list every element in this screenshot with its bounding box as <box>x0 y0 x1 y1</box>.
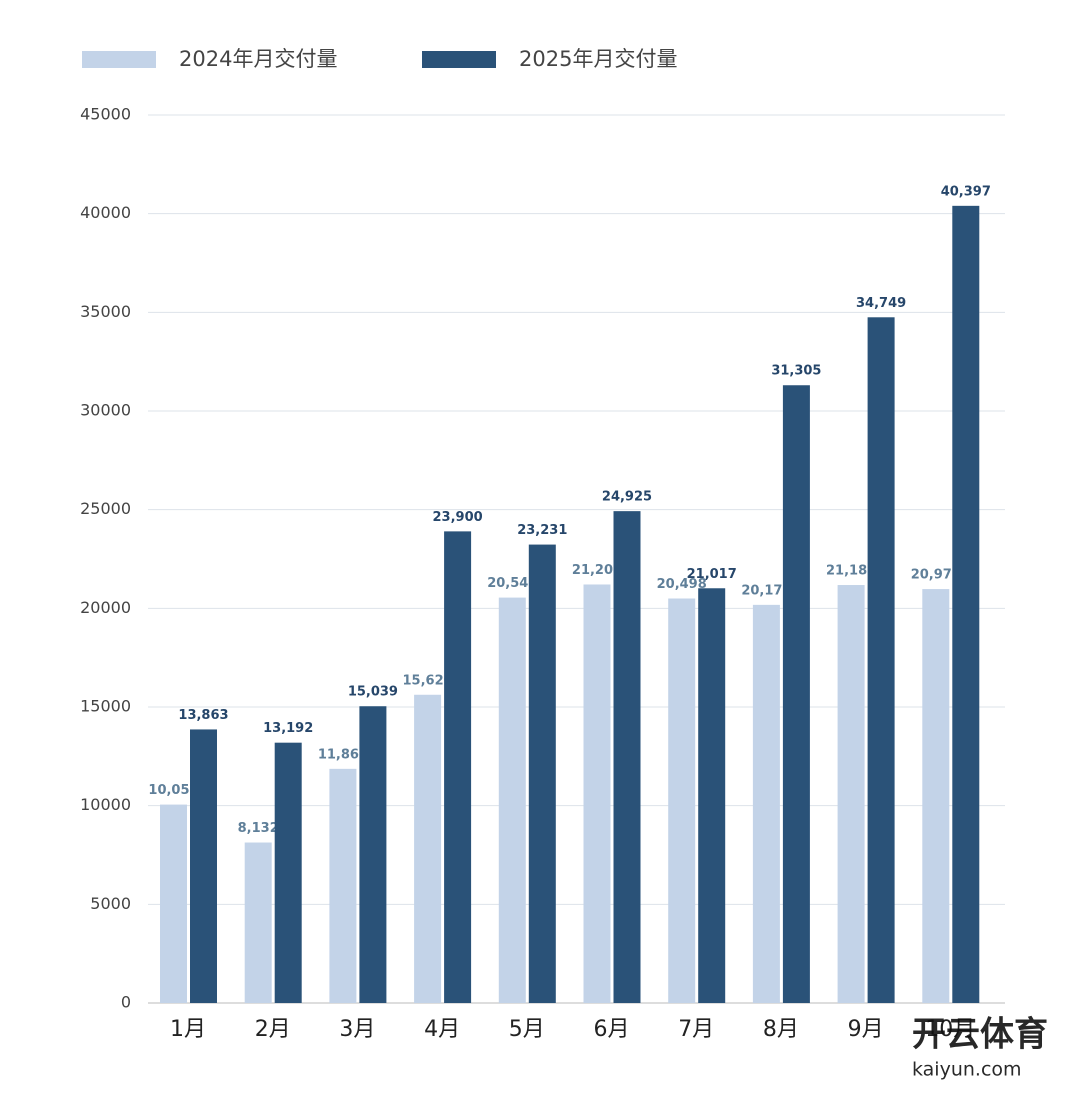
value-label: 11,866 <box>318 747 368 762</box>
bar <box>274 742 302 1003</box>
bar <box>867 317 895 1004</box>
y-tick-label: 40000 <box>80 203 131 222</box>
x-tick-label: 6月 <box>594 1017 630 1042</box>
value-label: 15,620 <box>403 673 453 688</box>
y-tick-label: 10000 <box>80 795 131 814</box>
x-tick-label: 7月 <box>678 1017 714 1042</box>
value-label: 13,192 <box>263 721 313 736</box>
value-label: 34,749 <box>856 296 906 311</box>
value-label: 31,305 <box>771 364 821 379</box>
grid: 0 5000 10000 15000 20000 25000 30000 35000 40000… <box>80 105 1005 1012</box>
value-label: 15,039 <box>348 685 398 700</box>
legend-label: 2025年月交付量 <box>519 47 677 71</box>
bar <box>837 585 865 1003</box>
bar <box>190 729 217 1003</box>
bar <box>498 597 526 1003</box>
value-label: 24,925 <box>602 490 652 505</box>
y-tick-label: 30000 <box>80 401 131 420</box>
bar <box>329 768 357 1003</box>
x-tick-label: 2月 <box>255 1017 291 1042</box>
bar <box>752 604 780 1003</box>
value-label: 8,132 <box>238 821 279 836</box>
y-tick-label: 45000 <box>80 105 131 124</box>
value-label: 13,863 <box>178 708 228 723</box>
legend: 2024年月交付量 2025年月交付量 <box>82 47 677 71</box>
bar <box>922 589 950 1003</box>
bar <box>244 842 272 1003</box>
bar <box>613 511 641 1003</box>
x-tick-label: 1月 <box>170 1017 206 1042</box>
value-label: 20,544 <box>487 576 537 591</box>
y-tick-label: 0 <box>121 993 131 1012</box>
watermark-url: kaiyun.com <box>912 1059 1022 1081</box>
value-label: 40,397 <box>941 184 991 199</box>
x-tick-label: 4月 <box>424 1017 460 1042</box>
legend-label: 2024年月交付量 <box>179 47 337 71</box>
value-label: 21,181 <box>826 564 876 579</box>
bar <box>160 804 187 1003</box>
x-tick-label: 5月 <box>509 1017 545 1042</box>
watermark: 开云体育 kaiyun.com <box>912 1015 1048 1081</box>
bar <box>698 588 726 1003</box>
bar <box>583 584 611 1003</box>
value-label: 23,231 <box>517 523 567 538</box>
value-label: 10,055 <box>148 783 198 798</box>
value-label: 20,498 <box>657 577 707 592</box>
bar <box>444 531 472 1003</box>
y-tick-label: 5000 <box>90 894 131 913</box>
x-tick-label: 3月 <box>339 1017 375 1042</box>
bar <box>359 706 387 1003</box>
x-tick-label: 10月 <box>925 1017 975 1042</box>
bar <box>782 385 810 1003</box>
bars: 1月 10,055 13,863 2月 8,132 13,192 3月 11,866 15,03… <box>148 184 990 1042</box>
value-label: 21,209 <box>572 563 622 578</box>
bar <box>414 694 442 1003</box>
value-label: 23,900 <box>433 510 483 525</box>
value-label: 20,176 <box>741 583 791 598</box>
x-tick-label: 8月 <box>763 1017 799 1042</box>
bar <box>528 544 556 1003</box>
value-label: 21,017 <box>687 567 737 582</box>
y-tick-label: 25000 <box>80 499 131 518</box>
y-tick-label: 15000 <box>80 697 131 716</box>
watermark-text: 开云体育 <box>912 1015 1048 1055</box>
bar <box>668 598 696 1003</box>
bar <box>952 205 980 1004</box>
legend-swatch <box>82 51 156 68</box>
x-tick-label: 9月 <box>848 1017 884 1042</box>
legend-swatch <box>422 51 496 68</box>
y-tick-label: 35000 <box>80 302 131 321</box>
y-tick-label: 20000 <box>80 598 131 617</box>
value-label: 20,976 <box>911 568 961 583</box>
